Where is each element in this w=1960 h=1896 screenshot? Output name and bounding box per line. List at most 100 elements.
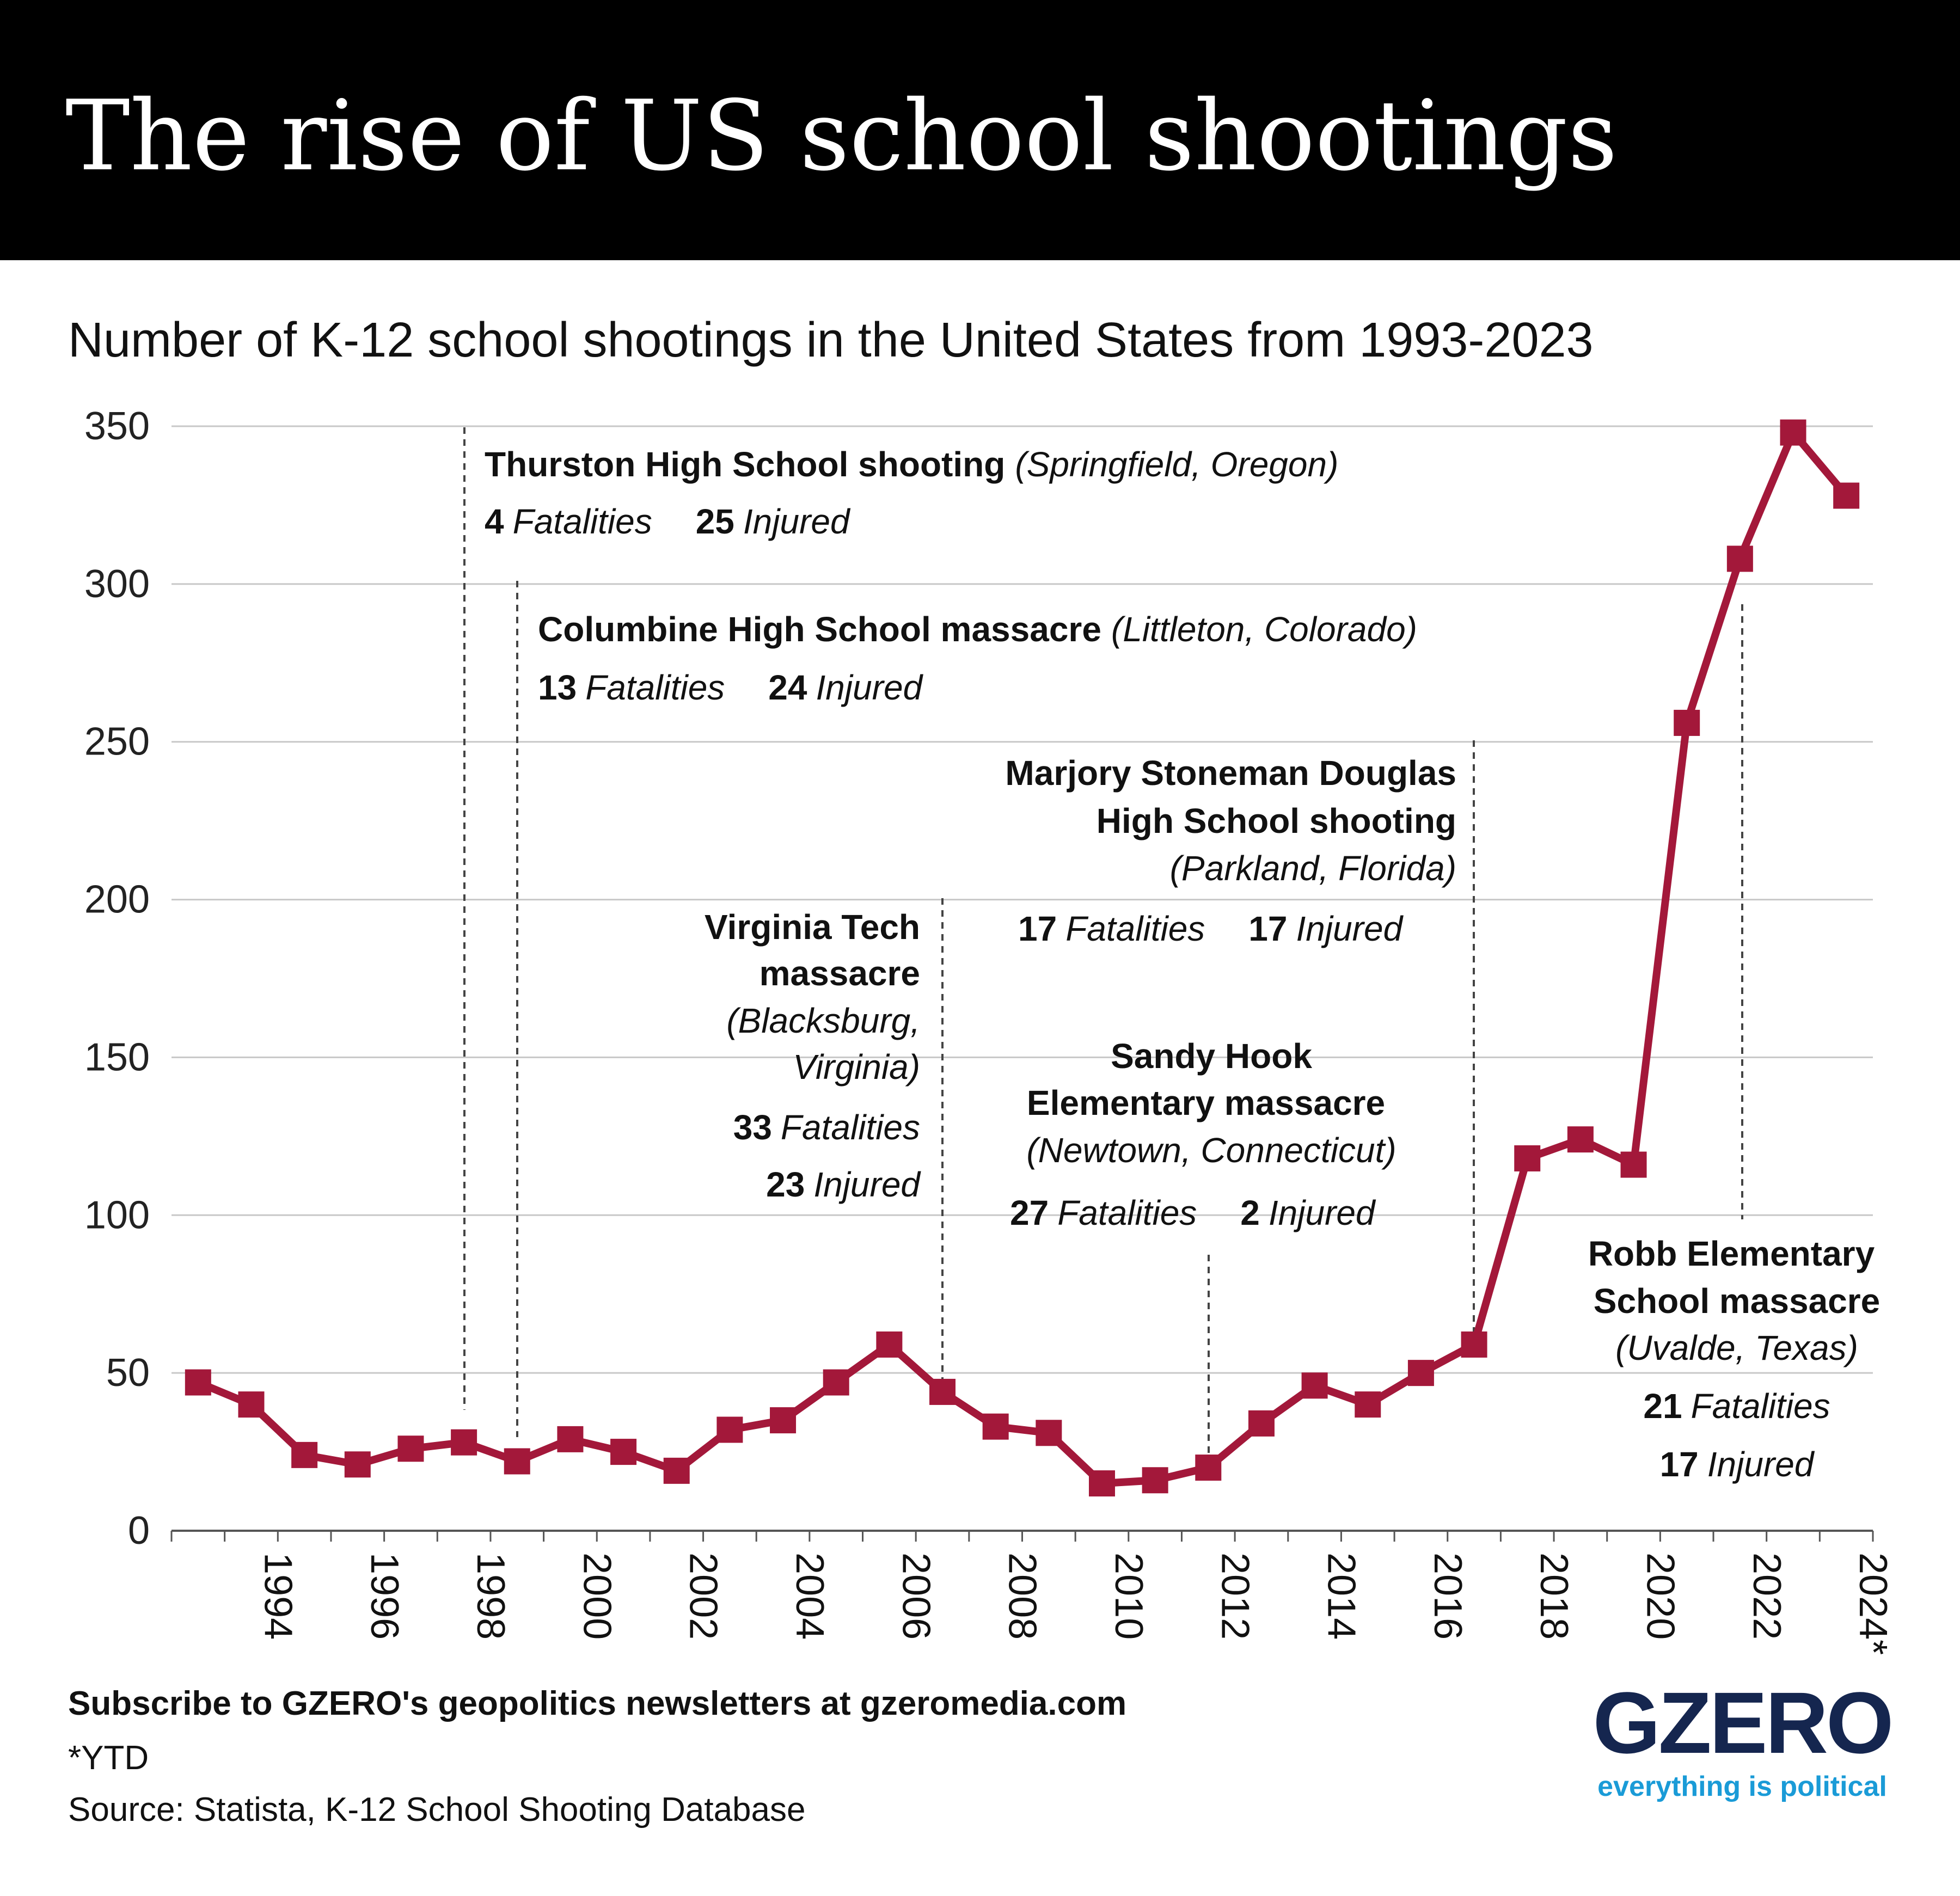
x-tick-label: 2024* (1851, 1553, 1895, 1655)
data-point-marker (1142, 1467, 1168, 1494)
annotation-stat-part: Fatalities (1691, 1386, 1830, 1426)
data-point-marker (557, 1426, 584, 1452)
data-point-marker (1195, 1455, 1222, 1481)
data-point-marker (397, 1435, 424, 1462)
data-point-marker (344, 1451, 371, 1478)
series-path (197, 428, 1849, 1488)
x-tick-label: 2012 (1213, 1553, 1257, 1640)
annotation-stats: 23 Injured (766, 1165, 921, 1204)
data-point-marker (185, 1369, 211, 1396)
x-axis: 1994 1996 1998 2000 2002 2004 2006 2008 2010 2012… (170, 1530, 1895, 1655)
annotation-stat-part: 27 (1010, 1193, 1049, 1232)
annotation-place: (Littleton, Colorado) (1111, 610, 1417, 649)
annotation-stat-part: 4 (485, 502, 504, 541)
annotation-title: School massacre (1594, 1281, 1881, 1321)
x-tick-label: 2018 (1532, 1553, 1576, 1640)
data-point-marker (663, 1457, 690, 1484)
data-point-marker (1248, 1410, 1275, 1437)
annotation-stat-part: Injured (1707, 1445, 1815, 1484)
gzero-logo: GZERO everything is political (1590, 1677, 1895, 1804)
page-title: The rise of US school shootings (65, 79, 1618, 192)
annotation-title: massacre (759, 954, 920, 993)
chart-subtitle: Number of K-12 school shootings in the U… (68, 313, 1594, 367)
logo-wordmark: GZERO (1592, 1674, 1894, 1771)
data-point-marker (1461, 1331, 1487, 1358)
annotation-stat-part: 17 (1660, 1445, 1699, 1484)
annotation-stat-part: 17 (1018, 909, 1057, 948)
annotation-stat-part: Injured (813, 1165, 921, 1204)
x-tick-label: 1994 (256, 1553, 299, 1640)
annotation-place: (Newtown, Connecticut) (1026, 1131, 1396, 1170)
y-axis-ticks: 0 50 100 150 200 250 300 350 (84, 404, 150, 1553)
data-point-marker (610, 1439, 637, 1465)
y-tick-label: 250 (84, 720, 150, 764)
annotation-place: (Parkland, Florida) (1170, 849, 1456, 888)
annotation-stat-part: 23 (766, 1165, 805, 1204)
annotation-stat-part: 33 (733, 1108, 772, 1147)
annotation-stats: 33 Fatalities (733, 1108, 920, 1147)
annotation-place: (Blacksburg, (726, 1001, 920, 1040)
data-point-marker (1674, 709, 1700, 736)
data-point-marker (291, 1441, 318, 1468)
series-line (185, 419, 1860, 1497)
ytd-note: *YTD (68, 1739, 149, 1777)
data-point-marker (1726, 545, 1753, 572)
annotation-stat-part: 17 (1248, 909, 1287, 948)
x-tick-label: 2008 (1001, 1553, 1044, 1640)
annotation-stat-part: Injured (1296, 909, 1404, 948)
data-point-marker (1514, 1145, 1541, 1171)
header-bar: The rise of US school shootings (0, 0, 1960, 260)
subscribe-text: Subscribe to GZERO's geopolitics newslet… (68, 1685, 1127, 1722)
annotation-stat-part: Fatalities (585, 668, 725, 707)
data-point-marker (504, 1448, 530, 1475)
data-point-marker (716, 1416, 743, 1443)
annotation-title: Elementary massacre (1027, 1083, 1385, 1122)
y-tick-label: 100 (84, 1193, 150, 1237)
annotation-stat-part: 25 (696, 502, 734, 541)
annotation-stats: 4 Fatalities 25 Injured (485, 502, 851, 541)
annotation-stats: 17 Injured (1660, 1445, 1815, 1484)
data-point-marker (1088, 1470, 1115, 1497)
x-tick-label: 2020 (1639, 1553, 1682, 1640)
annotation-title: Virginia Tech (705, 907, 920, 947)
x-tick-label: 2004 (788, 1553, 831, 1640)
annotation-stat-part: 2 (1240, 1193, 1260, 1232)
x-tick-label: 2010 (1107, 1553, 1150, 1640)
annotation-title-text: Thurston High School shooting (485, 445, 1005, 484)
annotation-title-text: Columbine High School massacre (538, 610, 1101, 649)
data-point-marker (876, 1331, 903, 1358)
annotation-stat-part: 13 (538, 668, 577, 707)
data-point-marker (1833, 482, 1860, 509)
data-point-marker (1036, 1420, 1062, 1446)
data-point-marker (1301, 1372, 1328, 1399)
logo-tagline: everything is political (1597, 1771, 1887, 1802)
data-point-marker (451, 1429, 477, 1456)
data-point-marker (1407, 1360, 1434, 1386)
y-tick-label: 300 (84, 562, 150, 606)
data-point-marker (1620, 1151, 1647, 1178)
annotation-stat-part: Injured (816, 668, 923, 707)
x-tick-label: 2000 (575, 1553, 618, 1640)
annotation-title: Thurston High School shooting (Springfiel… (485, 445, 1338, 484)
data-point-marker (823, 1369, 849, 1396)
source-text: Source: Statista, K-12 School Shooting D… (68, 1791, 806, 1828)
x-tick-label: 2006 (894, 1553, 938, 1640)
annotation-stat-part: Fatalities (513, 502, 652, 541)
annotation-title: Marjory Stoneman Douglas (1005, 753, 1456, 793)
x-tick-label: 2022 (1745, 1553, 1788, 1640)
x-tick-label: 2014 (1320, 1553, 1363, 1640)
x-tick-label: 1996 (363, 1553, 406, 1640)
y-tick-label: 0 (128, 1509, 150, 1553)
annotation-place: (Uvalde, Texas) (1615, 1328, 1858, 1367)
annotation-title: Columbine High School massacre (Littleton… (538, 610, 1417, 649)
gridlines (171, 425, 1873, 1374)
annotation-stats: 21 Fatalities (1643, 1386, 1830, 1426)
annotation-title: Robb Elementary (1588, 1234, 1875, 1273)
x-tick-label: 2002 (682, 1553, 725, 1640)
y-tick-label: 350 (84, 404, 150, 448)
data-point-marker (1780, 419, 1806, 446)
data-point-marker (929, 1378, 956, 1405)
event-annotations: Thurston High School shooting (Springfiel… (463, 427, 1881, 1484)
annotation-stat-part: Fatalities (1065, 909, 1205, 948)
